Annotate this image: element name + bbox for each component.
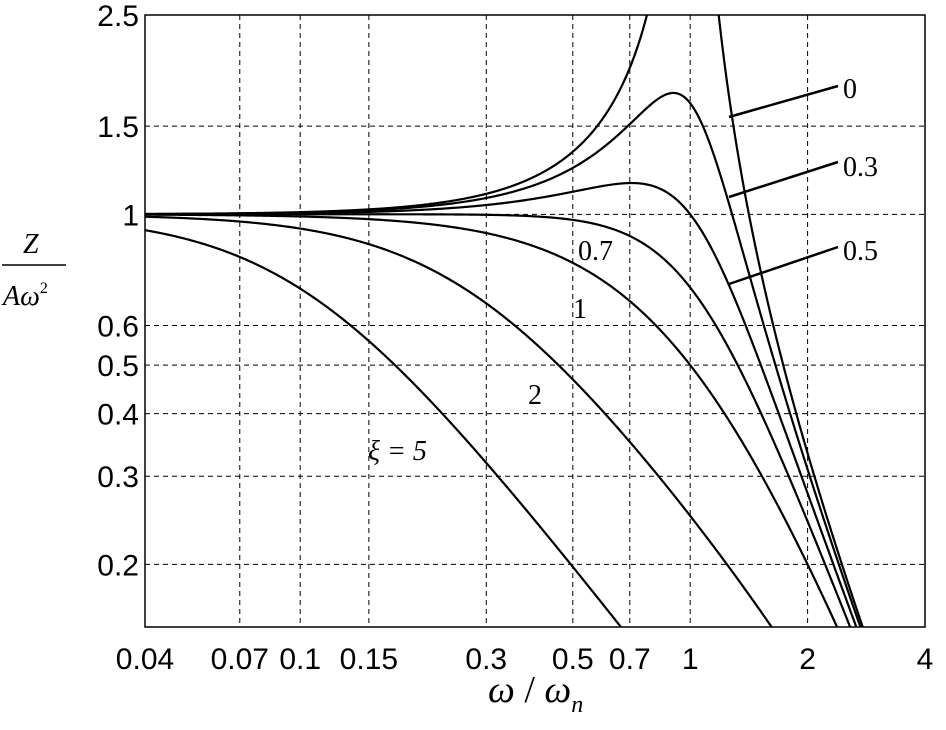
leader-line-xi-0-3	[728, 160, 839, 199]
x-tick-label: 1	[682, 643, 699, 676]
plot-frame	[144, 14, 926, 628]
x-tick-label: 0.5	[552, 643, 594, 676]
y-tick-label: 0.3	[97, 461, 139, 494]
x-tick-label: 0.07	[211, 643, 269, 676]
x-axis-label: ω / ωn	[488, 669, 583, 718]
x-tick-label: 0.3	[465, 643, 507, 676]
grid-lines	[145, 15, 925, 627]
curve-label-xi-0-7: 0.7	[578, 236, 613, 267]
y-tick-labels: 0.2 0.3 0.4 0.5 0.6 1 1.5 2.5	[97, 0, 139, 582]
x-tick-label: 4	[917, 643, 934, 676]
response-curve	[145, 213, 839, 627]
y-axis-numerator: Z	[23, 229, 39, 260]
y-tick-label: 2.5	[97, 0, 139, 33]
response-curve	[145, 213, 852, 627]
y-axis-label: Z Aω2	[1, 229, 66, 312]
curve-label-xi-0: 0	[843, 74, 857, 105]
x-tick-label: 0.04	[116, 643, 174, 676]
leader-line-xi-0	[728, 84, 839, 119]
y-tick-label: 0.6	[97, 310, 139, 343]
x-tick-labels: 0.04 0.07 0.1 0.15 0.3 0.5 0.7 1 2 4	[116, 643, 934, 676]
y-tick-label: 0.2	[97, 549, 139, 582]
y-axis-denominator: Aω2	[1, 280, 48, 312]
x-tick-label: 0.15	[340, 643, 398, 676]
y-tick-label: 0.5	[97, 350, 139, 383]
y-tick-label: 1.5	[97, 111, 139, 144]
response-curve	[145, 15, 864, 627]
curve-label-xi-1: 1	[573, 294, 587, 325]
x-tick-label: 0.1	[279, 643, 321, 676]
response-curves	[145, 15, 864, 627]
curve-label-xi-0-5: 0.5	[843, 236, 878, 267]
response-curve	[145, 91, 862, 627]
curve-label-xi-0-3: 0.3	[843, 152, 878, 183]
y-tick-label: 0.4	[97, 399, 139, 432]
curve-label-xi-5: ξ = 5	[368, 436, 427, 467]
label-leader-lines	[728, 84, 839, 286]
response-curve	[145, 229, 623, 627]
x-tick-label: 0.7	[609, 643, 651, 676]
response-curve	[145, 215, 773, 627]
curve-label-xi-2: 2	[528, 380, 542, 411]
y-tick-label: 1	[122, 199, 139, 232]
leader-line-xi-0-5	[728, 245, 839, 286]
x-tick-label: 2	[799, 643, 816, 676]
